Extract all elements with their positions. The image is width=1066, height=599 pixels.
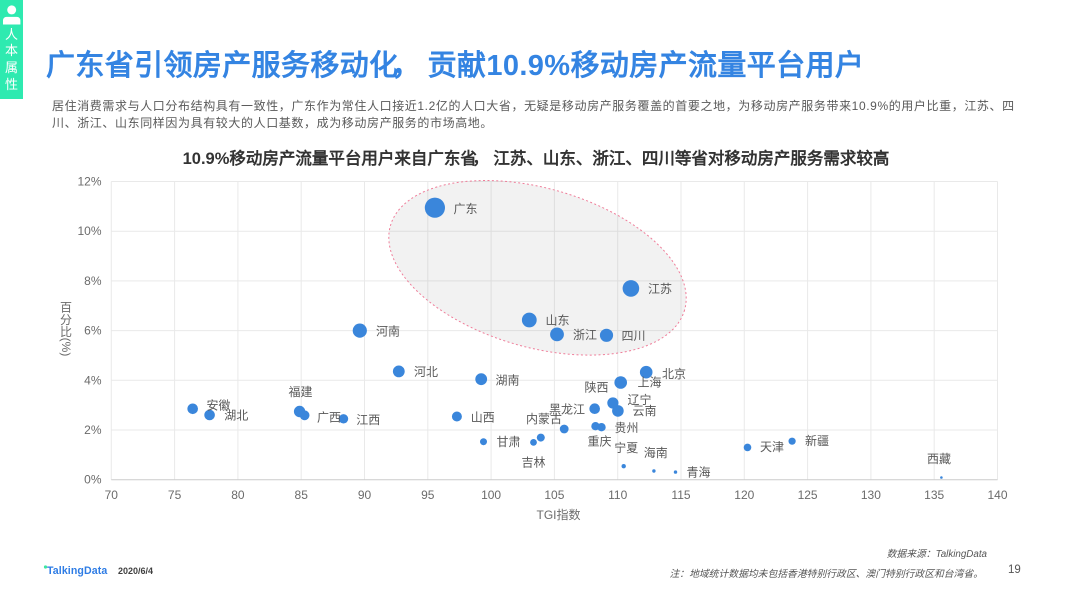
svg-text:吉林: 吉林	[522, 456, 546, 470]
svg-text:重庆: 重庆	[588, 434, 612, 448]
svg-text:0%: 0%	[84, 473, 102, 487]
svg-text:70: 70	[105, 488, 119, 502]
svg-text:8%: 8%	[84, 274, 102, 288]
svg-text:安徽: 安徽	[207, 398, 231, 413]
svg-text:湖南: 湖南	[496, 373, 520, 388]
svg-text:120: 120	[734, 488, 754, 502]
svg-text:105: 105	[544, 488, 564, 502]
svg-text:广东: 广东	[454, 202, 478, 216]
svg-text:95: 95	[421, 488, 435, 502]
svg-text:130: 130	[861, 488, 881, 502]
svg-text:海南: 海南	[644, 445, 668, 460]
svg-text:140: 140	[987, 488, 1007, 502]
svg-text:河南: 河南	[376, 323, 400, 338]
svg-text:天津: 天津	[760, 440, 784, 454]
svg-text:分: 分	[60, 313, 72, 327]
svg-text:比: 比	[60, 325, 72, 339]
svg-text:江西: 江西	[356, 413, 380, 427]
svg-text:6%: 6%	[84, 324, 102, 338]
svg-text:河北: 河北	[414, 365, 438, 379]
svg-text:浙江: 浙江	[573, 328, 597, 342]
svg-text:100: 100	[481, 488, 501, 502]
svg-text:广西: 广西	[317, 411, 341, 425]
svg-text:福建: 福建	[289, 384, 313, 399]
svg-text:四川: 四川	[622, 329, 646, 343]
svg-text:135: 135	[924, 488, 944, 502]
svg-text:85: 85	[295, 488, 309, 502]
svg-text:新疆: 新疆	[805, 433, 829, 448]
svg-text:山西: 山西	[471, 411, 495, 425]
svg-text:12%: 12%	[77, 175, 101, 189]
svg-text:上海: 上海	[638, 375, 662, 390]
svg-text:黑龙江: 黑龙江	[549, 403, 585, 417]
svg-text:125: 125	[798, 488, 818, 502]
svg-text:(%): (%)	[59, 338, 73, 357]
svg-text:115: 115	[671, 488, 690, 502]
svg-text:110: 110	[608, 488, 627, 502]
svg-text:青海: 青海	[687, 465, 711, 480]
svg-text:宁夏: 宁夏	[614, 440, 638, 455]
svg-text:辽宁: 辽宁	[628, 392, 652, 407]
svg-text:TGI指数: TGI指数	[537, 507, 581, 522]
svg-text:90: 90	[358, 488, 372, 502]
svg-text:西藏: 西藏	[927, 452, 951, 466]
svg-text:陕西: 陕西	[585, 380, 609, 395]
svg-text:2%: 2%	[84, 423, 102, 437]
svg-text:湖北: 湖北	[224, 408, 248, 423]
svg-text:百: 百	[60, 301, 72, 315]
svg-text:75: 75	[168, 488, 182, 502]
svg-text:贵州: 贵州	[615, 421, 639, 435]
svg-text:甘肃: 甘肃	[497, 435, 521, 449]
svg-text:山东: 山东	[546, 314, 570, 328]
svg-text:80: 80	[231, 488, 245, 502]
svg-text:北京: 北京	[662, 367, 686, 381]
svg-text:江苏: 江苏	[648, 282, 672, 296]
svg-text:内蒙古: 内蒙古	[526, 411, 562, 426]
svg-text:云南: 云南	[633, 403, 657, 418]
svg-text:4%: 4%	[84, 373, 102, 387]
svg-text:10%: 10%	[77, 224, 101, 238]
